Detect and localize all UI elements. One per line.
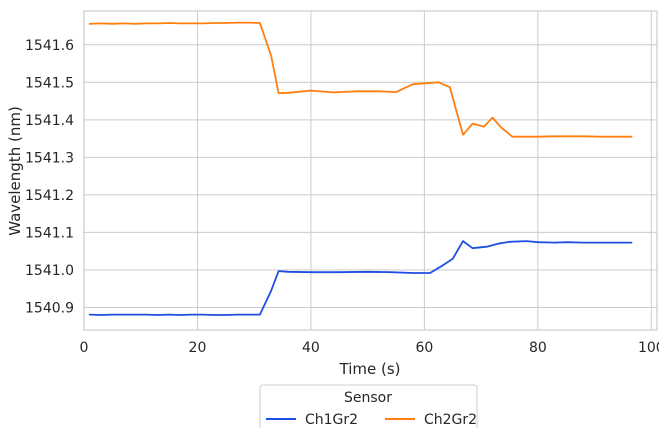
y-tick-label: 1541.0 — [25, 263, 74, 279]
y-tick-label: 1541.5 — [25, 75, 74, 91]
series-line-ch2gr2 — [88, 21, 633, 138]
gridlines — [83, 11, 657, 330]
series-lines — [88, 21, 633, 316]
y-axis-ticks: 1540.9 1541.0 1541.1 1541.2 1541.3 1541.4 1541… — [25, 38, 74, 317]
x-axis-ticks: 0 20 40 60 80 100 — [80, 340, 659, 356]
x-tick-label: 100 — [638, 340, 659, 356]
legend-label-ch1gr2: Ch1Gr2 — [305, 412, 358, 428]
y-tick-label: 1541.3 — [25, 150, 74, 166]
y-tick-label: 1541.6 — [25, 38, 74, 54]
legend: Sensor Ch1Gr2 Ch2Gr2 — [259, 384, 478, 428]
plot-frame — [83, 10, 658, 331]
x-tick-label: 80 — [529, 340, 547, 356]
x-tick-label: 0 — [80, 340, 89, 356]
legend-label-ch2gr2: Ch2Gr2 — [424, 412, 477, 428]
y-axis-label: Wavelength (nm) — [6, 106, 24, 236]
y-tick-label: 1541.4 — [25, 113, 74, 129]
x-axis-label: Time (s) — [339, 360, 401, 378]
x-tick-label: 60 — [415, 340, 433, 356]
x-tick-label: 20 — [189, 340, 207, 356]
series-line-ch1gr2 — [88, 240, 633, 316]
x-tick-label: 40 — [302, 340, 320, 356]
y-tick-label: 1540.9 — [25, 300, 74, 316]
y-tick-label: 1541.2 — [25, 188, 74, 204]
y-tick-label: 1541.1 — [25, 225, 74, 241]
legend-box — [259, 384, 478, 428]
legend-title: Sensor — [344, 390, 392, 406]
